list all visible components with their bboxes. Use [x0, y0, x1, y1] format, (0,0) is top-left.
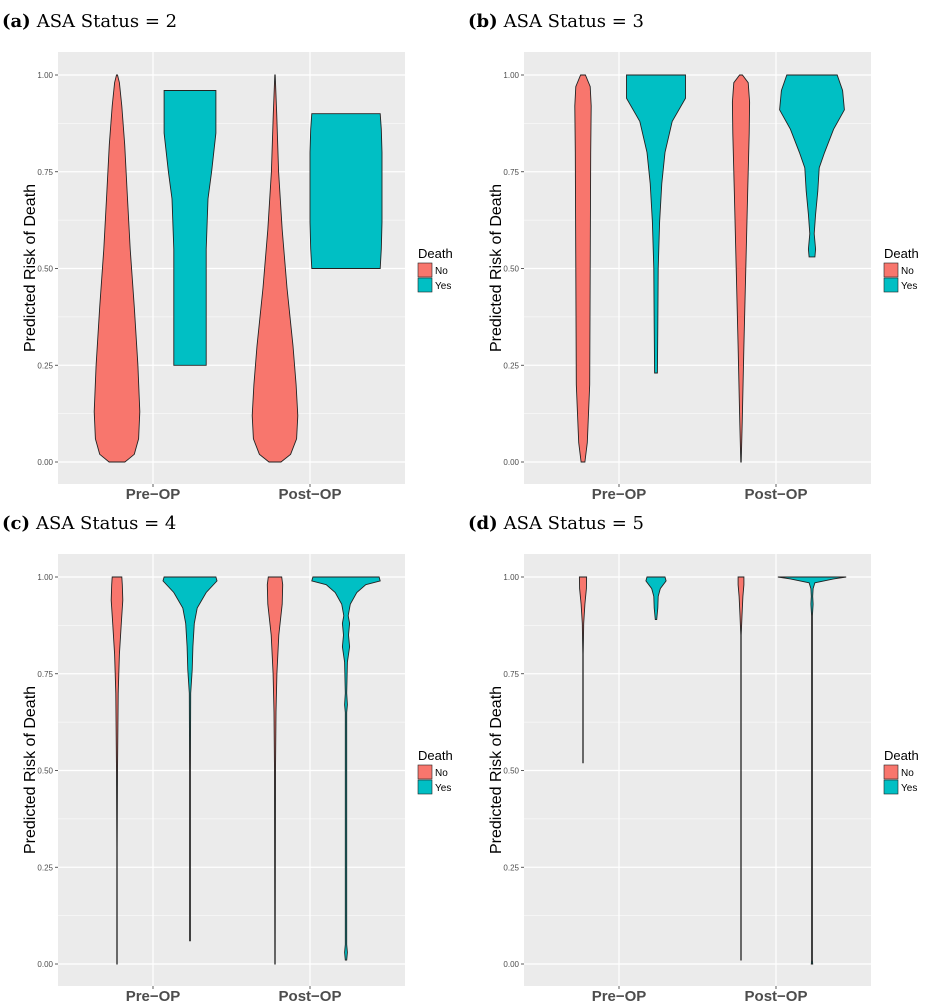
y-tick-label: 0.50 [503, 265, 519, 274]
violin-no-post-op [737, 576, 745, 961]
y-tick-label: 0.25 [503, 361, 519, 370]
x-tick-label: Post−OP [279, 486, 342, 503]
y-tick-label: 0.25 [503, 863, 519, 872]
legend-label: No [435, 768, 448, 779]
y-tick-label: 0.75 [37, 670, 53, 679]
chart-panel: (a) ASA Status = 2 0.00 0.25 0.50 0.75 1.00 Pre… [2, 11, 453, 503]
caption-letter: (c) [2, 513, 30, 534]
y-tick-label: 0.00 [37, 960, 53, 969]
chart-panel: (d) ASA Status = 5 0.00 0.25 0.50 0.75 1.00 Pre… [468, 513, 919, 1005]
x-tick-label: Pre−OP [126, 988, 181, 1005]
y-tick-label: 0.25 [37, 361, 53, 370]
y-tick-label: 0.25 [37, 863, 53, 872]
legend-title: Death [418, 748, 453, 763]
violin-yes-pre-op [163, 90, 217, 366]
y-tick-label: 0.00 [503, 960, 519, 969]
caption-letter: (b) [468, 11, 498, 32]
legend-label: No [901, 768, 914, 779]
legend-label: No [435, 266, 448, 277]
x-tick-label: Post−OP [745, 988, 808, 1005]
caption-text: ASA Status = 3 [503, 11, 644, 32]
caption-text: ASA Status = 2 [36, 11, 177, 32]
y-tick-label: 0.00 [37, 458, 53, 467]
y-tick-label: 0.75 [37, 168, 53, 177]
x-tick-label: Pre−OP [592, 988, 647, 1005]
legend-label: Yes [435, 783, 451, 794]
y-tick-label: 0.50 [503, 767, 519, 776]
panel-caption: (a) ASA Status = 2 [2, 11, 177, 32]
y-tick-label: 1.00 [503, 71, 519, 80]
panel-caption: (b) ASA Status = 3 [468, 11, 644, 32]
violin-no-pre-op [574, 74, 592, 463]
violin-yes-post-op [311, 576, 381, 961]
violin-no-pre-op [110, 576, 124, 965]
legend-label: Yes [435, 281, 451, 292]
legend-title: Death [884, 748, 919, 763]
legend-label: Yes [901, 783, 917, 794]
violin-no-post-op [731, 74, 751, 463]
y-tick-label: 1.00 [503, 573, 519, 582]
caption-text: ASA Status = 5 [503, 513, 644, 534]
y-tick-label: 0.75 [503, 670, 519, 679]
violin-no-pre-op [93, 74, 141, 463]
violin-no-post-op [251, 74, 299, 463]
y-tick-label: 1.00 [37, 573, 53, 582]
legend-key [417, 779, 433, 795]
legend-key [417, 764, 433, 780]
violin-yes-pre-op [162, 576, 218, 942]
legend-label: No [901, 266, 914, 277]
legend-key [883, 764, 899, 780]
legend-title: Death [418, 246, 453, 261]
legend-label: Yes [901, 281, 917, 292]
panel-caption: (c) ASA Status = 4 [2, 513, 176, 534]
x-tick-label: Pre−OP [592, 486, 647, 503]
chart-panel: (c) ASA Status = 4 0.00 0.25 0.50 0.75 1.00 Pre… [2, 513, 453, 1005]
y-tick-label: 1.00 [37, 71, 53, 80]
legend-key [883, 779, 899, 795]
x-tick-label: Post−OP [745, 486, 808, 503]
x-tick-label: Pre−OP [126, 486, 181, 503]
legend-key [883, 277, 899, 293]
y-axis-label: Predicted Risk of Death [22, 184, 39, 352]
violin-no-post-op [266, 576, 284, 965]
violin-no-pre-op [578, 576, 588, 764]
legend-key [417, 277, 433, 293]
caption-letter: (d) [468, 513, 498, 534]
caption-text: ASA Status = 4 [35, 513, 176, 534]
x-tick-label: Post−OP [279, 988, 342, 1005]
y-tick-label: 0.75 [503, 168, 519, 177]
y-tick-label: 0.50 [37, 265, 53, 274]
violin-yes-post-op [309, 113, 383, 269]
y-tick-label: 0.00 [503, 458, 519, 467]
violin-yes-pre-op [626, 74, 686, 374]
y-axis-label: Predicted Risk of Death [22, 686, 39, 854]
legend-key [417, 262, 433, 278]
legend-title: Death [884, 246, 919, 261]
y-axis-label: Predicted Risk of Death [488, 686, 505, 854]
y-axis-label: Predicted Risk of Death [488, 184, 505, 352]
violin-yes-post-op [779, 74, 845, 258]
chart-panel: (b) ASA Status = 3 0.00 0.25 0.50 0.75 1.00 Pre… [468, 11, 919, 503]
legend-key [883, 262, 899, 278]
violin-yes-post-op [777, 576, 847, 965]
caption-letter: (a) [2, 11, 31, 32]
y-tick-label: 0.50 [37, 767, 53, 776]
violin-yes-pre-op [645, 576, 667, 621]
panel-caption: (d) ASA Status = 5 [468, 513, 644, 534]
